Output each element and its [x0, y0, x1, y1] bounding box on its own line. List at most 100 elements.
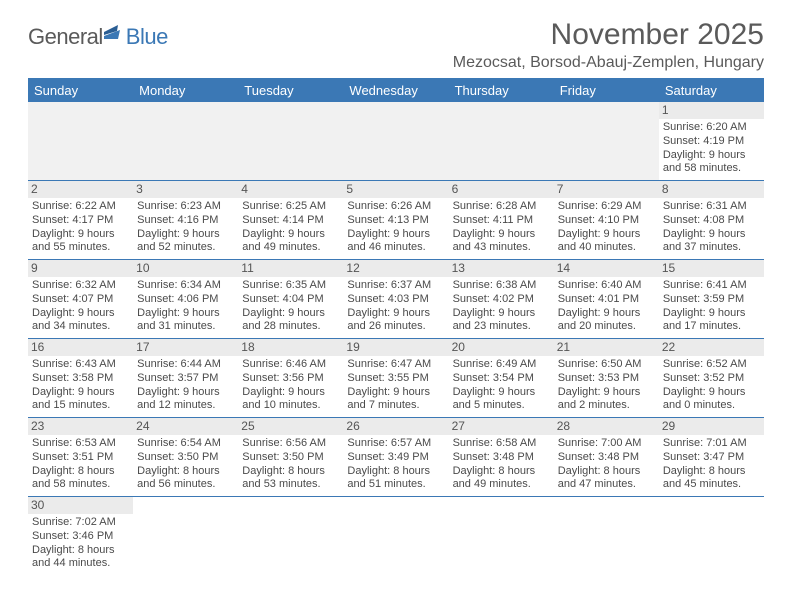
daylight-text: and 0 minutes.	[663, 399, 760, 413]
sunset-text: Sunset: 4:11 PM	[453, 214, 550, 228]
sunrise-text: Sunrise: 6:37 AM	[347, 279, 444, 293]
sunset-text: Sunset: 4:02 PM	[453, 293, 550, 307]
sunset-text: Sunset: 3:55 PM	[347, 372, 444, 386]
week-row: 23Sunrise: 6:53 AMSunset: 3:51 PMDayligh…	[28, 418, 764, 497]
sunrise-text: Sunrise: 6:53 AM	[32, 437, 129, 451]
daylight-text: and 10 minutes.	[242, 399, 339, 413]
sunrise-text: Sunrise: 7:01 AM	[663, 437, 760, 451]
daylight-text: Daylight: 8 hours	[453, 465, 550, 479]
empty-day-cell	[554, 497, 659, 575]
day-cell: 3Sunrise: 6:23 AMSunset: 4:16 PMDaylight…	[133, 181, 238, 259]
day-cell: 6Sunrise: 6:28 AMSunset: 4:11 PMDaylight…	[449, 181, 554, 259]
empty-day-cell	[133, 497, 238, 575]
daylight-text: Daylight: 9 hours	[32, 307, 129, 321]
sunrise-text: Sunrise: 6:49 AM	[453, 358, 550, 372]
day-cell: 20Sunrise: 6:49 AMSunset: 3:54 PMDayligh…	[449, 339, 554, 417]
day-cell: 2Sunrise: 6:22 AMSunset: 4:17 PMDaylight…	[28, 181, 133, 259]
daylight-text: Daylight: 9 hours	[453, 386, 550, 400]
daylight-text: and 58 minutes.	[32, 478, 129, 492]
daylight-text: and 7 minutes.	[347, 399, 444, 413]
daylight-text: Daylight: 8 hours	[663, 465, 760, 479]
day-cell: 24Sunrise: 6:54 AMSunset: 3:50 PMDayligh…	[133, 418, 238, 496]
week-row: 1Sunrise: 6:20 AMSunset: 4:19 PMDaylight…	[28, 102, 764, 181]
day-number: 14	[554, 260, 659, 277]
daylight-text: Daylight: 9 hours	[242, 307, 339, 321]
day-cell: 4Sunrise: 6:25 AMSunset: 4:14 PMDaylight…	[238, 181, 343, 259]
daylight-text: Daylight: 8 hours	[32, 465, 129, 479]
daylight-text: Daylight: 9 hours	[32, 386, 129, 400]
daylight-text: Daylight: 9 hours	[347, 386, 444, 400]
sunset-text: Sunset: 3:52 PM	[663, 372, 760, 386]
day-cell: 5Sunrise: 6:26 AMSunset: 4:13 PMDaylight…	[343, 181, 448, 259]
sunrise-text: Sunrise: 7:02 AM	[32, 516, 129, 530]
sunset-text: Sunset: 3:56 PM	[242, 372, 339, 386]
day-number: 24	[133, 418, 238, 435]
empty-day-cell	[449, 497, 554, 575]
weekday-header: Sunday	[28, 78, 133, 102]
sunrise-text: Sunrise: 6:31 AM	[663, 200, 760, 214]
day-cell: 14Sunrise: 6:40 AMSunset: 4:01 PMDayligh…	[554, 260, 659, 338]
header: General Blue November 2025 Mezocsat, Bor…	[28, 18, 764, 72]
daylight-text: and 49 minutes.	[242, 241, 339, 255]
empty-day-cell	[554, 102, 659, 180]
sunrise-text: Sunrise: 6:26 AM	[347, 200, 444, 214]
daylight-text: Daylight: 9 hours	[663, 149, 760, 163]
sunset-text: Sunset: 4:04 PM	[242, 293, 339, 307]
empty-day-cell	[659, 497, 764, 575]
day-number: 6	[449, 181, 554, 198]
daylight-text: and 23 minutes.	[453, 320, 550, 334]
day-number: 27	[449, 418, 554, 435]
sunrise-text: Sunrise: 7:00 AM	[558, 437, 655, 451]
weekday-header-row: Sunday Monday Tuesday Wednesday Thursday…	[28, 78, 764, 102]
sunset-text: Sunset: 4:14 PM	[242, 214, 339, 228]
daylight-text: Daylight: 9 hours	[663, 228, 760, 242]
daylight-text: and 56 minutes.	[137, 478, 234, 492]
daylight-text: and 46 minutes.	[347, 241, 444, 255]
day-cell: 16Sunrise: 6:43 AMSunset: 3:58 PMDayligh…	[28, 339, 133, 417]
daylight-text: and 40 minutes.	[558, 241, 655, 255]
sunset-text: Sunset: 4:01 PM	[558, 293, 655, 307]
weekday-header: Thursday	[449, 78, 554, 102]
day-cell: 22Sunrise: 6:52 AMSunset: 3:52 PMDayligh…	[659, 339, 764, 417]
day-number: 23	[28, 418, 133, 435]
day-number: 26	[343, 418, 448, 435]
daylight-text: Daylight: 9 hours	[32, 228, 129, 242]
day-number: 16	[28, 339, 133, 356]
daylight-text: Daylight: 8 hours	[137, 465, 234, 479]
daylight-text: Daylight: 9 hours	[453, 228, 550, 242]
day-number: 2	[28, 181, 133, 198]
day-number: 21	[554, 339, 659, 356]
day-cell: 7Sunrise: 6:29 AMSunset: 4:10 PMDaylight…	[554, 181, 659, 259]
empty-day-cell	[28, 102, 133, 180]
week-row: 30Sunrise: 7:02 AMSunset: 3:46 PMDayligh…	[28, 497, 764, 575]
day-number: 25	[238, 418, 343, 435]
day-cell: 23Sunrise: 6:53 AMSunset: 3:51 PMDayligh…	[28, 418, 133, 496]
sunrise-text: Sunrise: 6:50 AM	[558, 358, 655, 372]
weekday-header: Wednesday	[343, 78, 448, 102]
sunrise-text: Sunrise: 6:41 AM	[663, 279, 760, 293]
day-cell: 17Sunrise: 6:44 AMSunset: 3:57 PMDayligh…	[133, 339, 238, 417]
logo-text-blue: Blue	[126, 24, 168, 50]
sunset-text: Sunset: 4:10 PM	[558, 214, 655, 228]
sunrise-text: Sunrise: 6:47 AM	[347, 358, 444, 372]
day-number: 10	[133, 260, 238, 277]
daylight-text: and 5 minutes.	[453, 399, 550, 413]
day-cell: 26Sunrise: 6:57 AMSunset: 3:49 PMDayligh…	[343, 418, 448, 496]
day-cell: 18Sunrise: 6:46 AMSunset: 3:56 PMDayligh…	[238, 339, 343, 417]
day-cell: 19Sunrise: 6:47 AMSunset: 3:55 PMDayligh…	[343, 339, 448, 417]
day-number: 22	[659, 339, 764, 356]
day-number: 17	[133, 339, 238, 356]
sunset-text: Sunset: 3:50 PM	[242, 451, 339, 465]
page-subtitle: Mezocsat, Borsod-Abauj-Zemplen, Hungary	[453, 54, 764, 72]
weekday-header: Monday	[133, 78, 238, 102]
daylight-text: and 31 minutes.	[137, 320, 234, 334]
day-number: 12	[343, 260, 448, 277]
daylight-text: and 45 minutes.	[663, 478, 760, 492]
daylight-text: Daylight: 9 hours	[347, 307, 444, 321]
daylight-text: Daylight: 8 hours	[242, 465, 339, 479]
sunset-text: Sunset: 4:07 PM	[32, 293, 129, 307]
sunrise-text: Sunrise: 6:58 AM	[453, 437, 550, 451]
sunset-text: Sunset: 3:46 PM	[32, 530, 129, 544]
day-cell: 29Sunrise: 7:01 AMSunset: 3:47 PMDayligh…	[659, 418, 764, 496]
daylight-text: and 15 minutes.	[32, 399, 129, 413]
